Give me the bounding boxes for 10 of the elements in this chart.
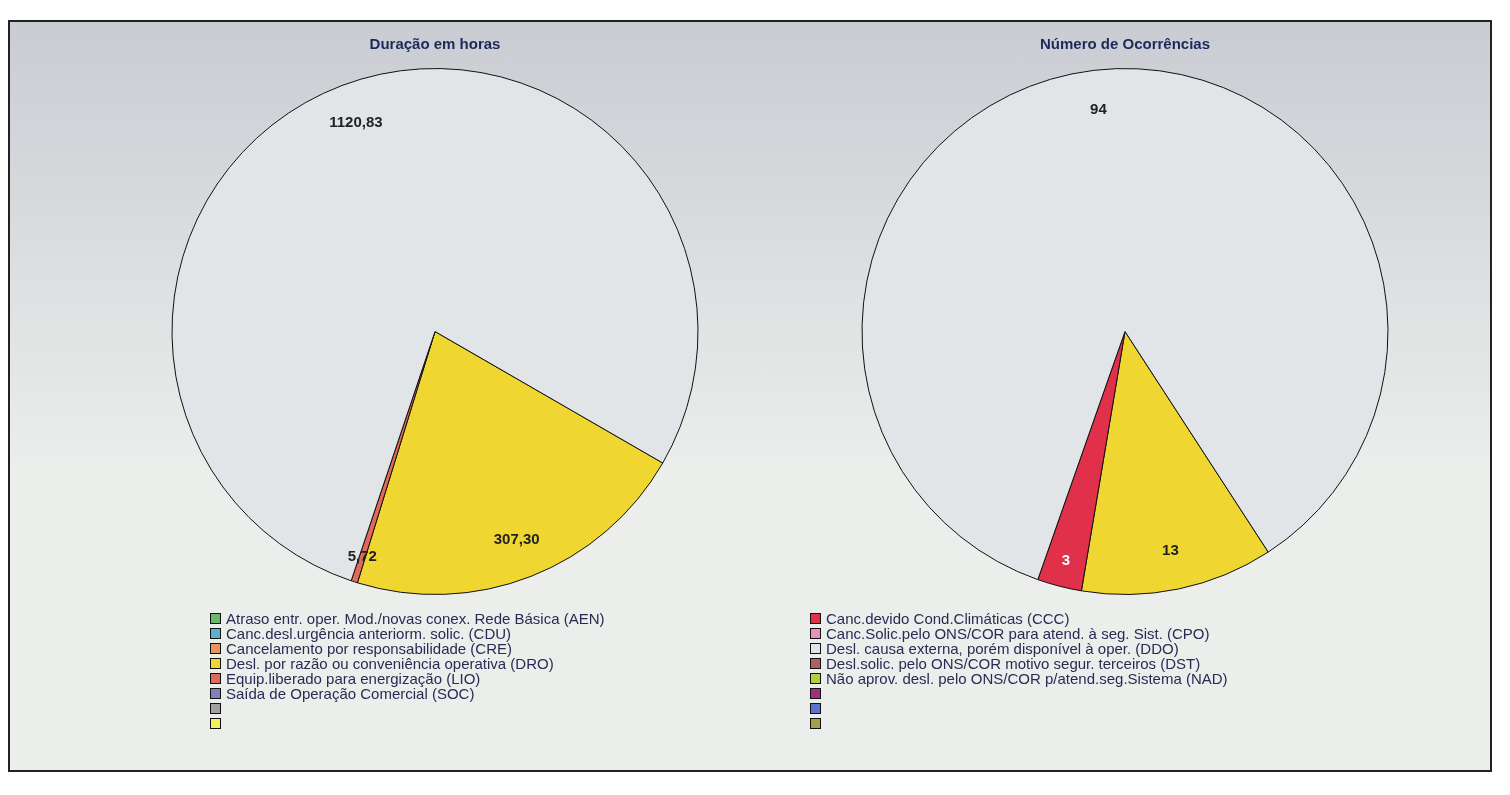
data-label: 5,72 — [347, 546, 377, 564]
chart-title: Número de Ocorrências — [1039, 35, 1211, 53]
chart-title: Duração em horas — [369, 35, 501, 53]
legend-label: Canc.devido Cond.Climáticas (CCC) — [826, 610, 1070, 627]
legend-label: Atraso entr. oper. Mod./novas conex. Rede Básica (AEN) — [226, 610, 605, 627]
data-label: 3 — [1061, 550, 1071, 568]
data-label: 94 — [1090, 99, 1108, 117]
data-label: 307,30 — [493, 529, 540, 547]
data-label: 13 — [1162, 540, 1179, 558]
data-label: 1120,83 — [329, 112, 383, 130]
